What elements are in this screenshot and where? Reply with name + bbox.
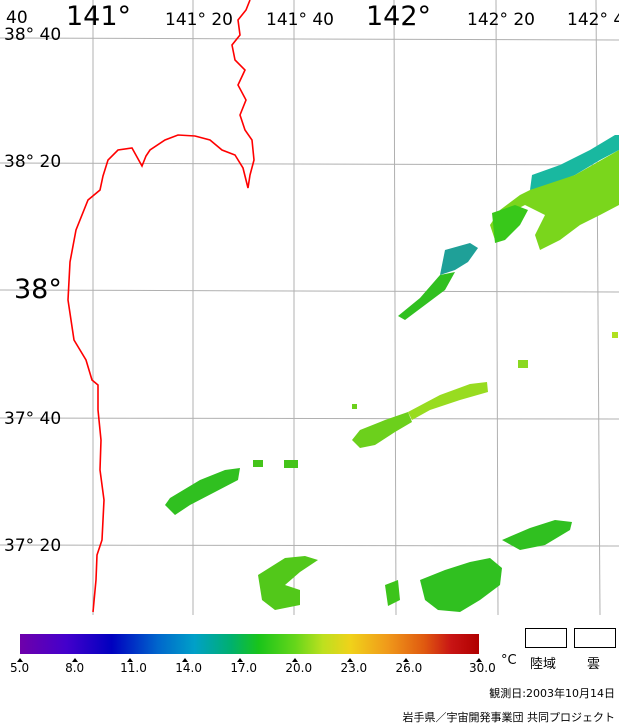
sst-patches	[165, 135, 619, 612]
coastline	[67, 0, 255, 613]
color-scale-bar	[20, 634, 479, 654]
scale-tick-mark	[182, 658, 189, 662]
scale-tick-mark	[347, 658, 354, 662]
graticule-lat-line	[0, 289, 619, 293]
lat-label: 38°	[14, 274, 62, 305]
sst-patch	[492, 205, 528, 243]
scale-tick-mark	[72, 658, 79, 662]
sst-patch	[408, 382, 488, 420]
scale-tick-label: 5.0	[10, 661, 30, 675]
graticule-lat-line	[0, 417, 619, 420]
sst-patch	[284, 460, 298, 468]
sst-patch	[530, 135, 619, 190]
sst-patch	[490, 150, 619, 250]
lon-label: 141° 40	[266, 10, 334, 30]
sst-patch	[385, 580, 400, 606]
scale-tick-label: 11.0	[120, 661, 147, 675]
lon-label: 141° 20	[165, 10, 233, 30]
credit-text: 岩手県／宇宙開発事業団 共同プロジェクト	[402, 711, 616, 724]
scale-tick-label: 14.0	[175, 661, 202, 675]
sst-patch	[253, 460, 263, 467]
sst-patch	[352, 404, 357, 409]
sst-patch	[258, 556, 318, 610]
scale-tick-mark	[237, 658, 244, 662]
sst-map	[0, 0, 619, 615]
scale-tick-label: 23.0	[340, 661, 368, 675]
lon-label: 141°	[66, 1, 132, 32]
lat-label: 38° 20	[4, 152, 62, 172]
cloud-label: 雲	[587, 657, 601, 672]
sst-patch	[612, 332, 618, 338]
land-label: 陸域	[530, 657, 557, 672]
cloud-swatch	[574, 628, 616, 648]
lat-label: 38° 40	[4, 25, 62, 45]
lon-label: 142° 4	[567, 10, 619, 30]
scale-tick-mark	[476, 658, 482, 662]
sst-patch	[440, 243, 478, 275]
graticule-lat-line	[0, 37, 619, 41]
lon-label: 142°	[366, 1, 432, 32]
graticule	[0, 0, 619, 615]
scale-tick-mark	[292, 658, 299, 662]
sst-patch	[398, 272, 455, 320]
scale-tick-label: 20.0	[285, 661, 313, 675]
scale-tick-label: 26.0	[395, 661, 423, 675]
sst-patch	[352, 412, 412, 448]
lat-label: 37° 20	[4, 536, 62, 556]
scale-tick-mark	[402, 658, 409, 662]
observation-date: 観測日:2003年10月14日	[489, 687, 615, 700]
corner-label: 40	[6, 8, 28, 28]
scale-tick-mark	[17, 658, 23, 662]
graticule-lon-line	[393, 0, 397, 615]
graticule-lon-line	[595, 0, 601, 615]
lon-label: 142° 20	[467, 10, 535, 30]
scale-tick-label: 17.0	[230, 661, 258, 675]
sst-patch	[518, 360, 528, 368]
land-swatch	[525, 628, 567, 648]
sst-patch	[420, 558, 502, 612]
unit-label: °C	[501, 653, 517, 668]
graticule-lon-line	[495, 0, 499, 615]
graticule-lat-line	[0, 162, 619, 166]
scale-tick-label: 8.0	[65, 661, 85, 675]
sst-patch	[165, 468, 240, 515]
scale-tick-label: 30.0	[469, 661, 496, 675]
scale-tick-mark	[127, 658, 134, 662]
lat-label: 37° 40	[4, 409, 62, 429]
sst-patch	[502, 520, 572, 550]
